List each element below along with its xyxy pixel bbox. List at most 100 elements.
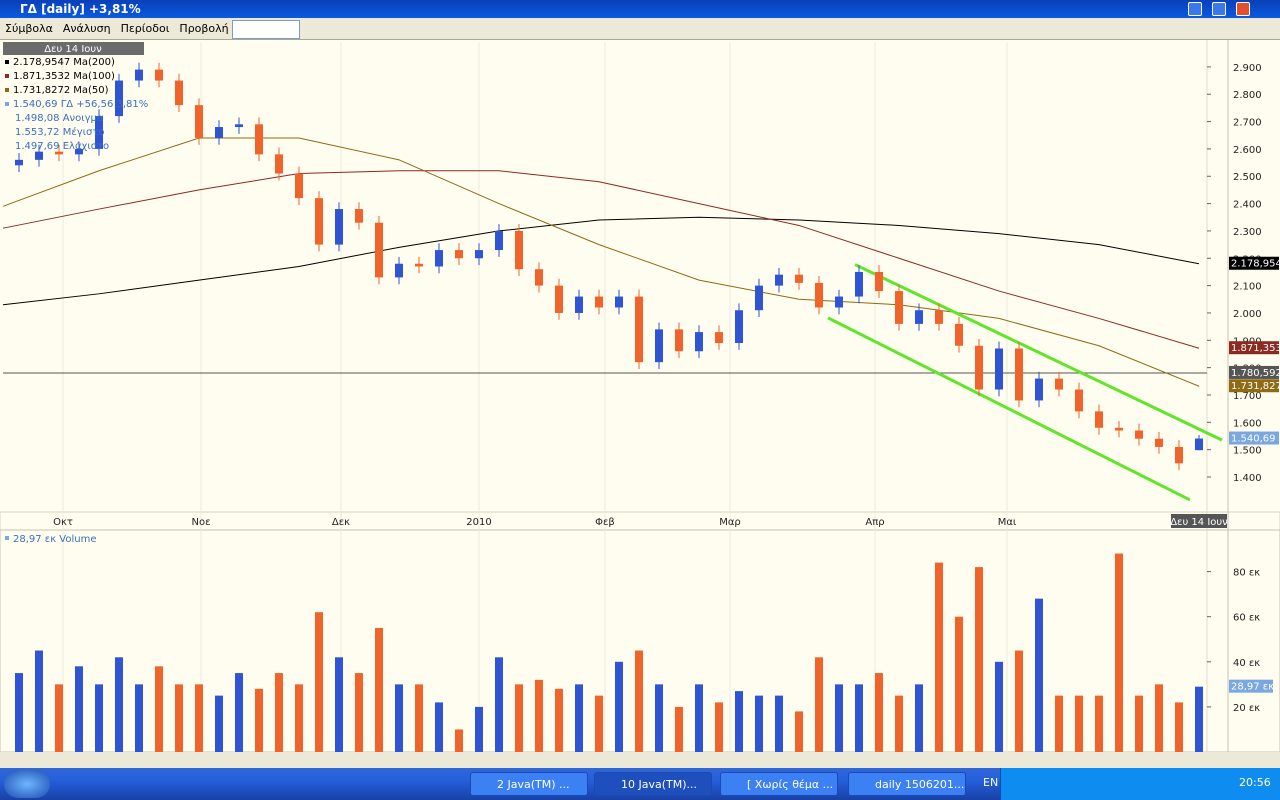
- volume-bar: [1115, 553, 1123, 752]
- volume-bar: [1175, 702, 1183, 752]
- candle-body: [675, 329, 683, 352]
- candle-body: [355, 209, 363, 223]
- close-button[interactable]: [1236, 2, 1250, 16]
- taskbar-button[interactable]: 10 Java(TM)...: [594, 772, 712, 796]
- volume-bar: [735, 691, 743, 752]
- volume-bar: [435, 702, 443, 752]
- menu-bar: Σύμβολα Ανάλυση Περίοδοι Προβολή: [0, 18, 1280, 40]
- volume-legend: 28,97 εκ Volume: [13, 534, 96, 545]
- candle-body: [1155, 438, 1163, 447]
- y-tick-label: 1.600: [1233, 418, 1262, 429]
- volume-bar: [875, 673, 883, 752]
- volume-bar: [1195, 686, 1203, 752]
- taskbar-button[interactable]: 2 Java(TM) ...: [470, 772, 588, 796]
- candle-body: [495, 230, 503, 251]
- window-title: ΓΔ [daily] +3,81%: [20, 2, 141, 16]
- candle-body: [555, 285, 563, 313]
- volume-bar: [415, 684, 423, 752]
- x-tick-label: Νοε: [191, 517, 210, 528]
- candle-body: [655, 329, 663, 363]
- volume-bar: [15, 673, 23, 752]
- y-tick-label: 2.900: [1233, 63, 1262, 74]
- volume-bar: [715, 702, 723, 752]
- volume-bar: [655, 684, 663, 752]
- menu-item[interactable]: Ανάλυση: [62, 22, 111, 35]
- volume-bar: [515, 684, 523, 752]
- candle-body: [315, 198, 323, 245]
- volume-bar: [895, 695, 903, 752]
- legend-swatch: [5, 74, 9, 78]
- candle-body: [215, 127, 223, 138]
- minimize-button[interactable]: [1188, 2, 1202, 16]
- y-tick-label: 2.400: [1233, 200, 1262, 211]
- volume-bar: [755, 695, 763, 752]
- volume-bar: [795, 711, 803, 752]
- taskbar-button[interactable]: [ Χωρίς θέμα ...: [720, 772, 838, 796]
- candle-body: [575, 296, 583, 313]
- volume-bar: [1015, 650, 1023, 752]
- candle-body: [75, 148, 83, 155]
- x-tick-label: Μαρ: [719, 517, 741, 528]
- candle-body: [915, 310, 923, 324]
- candle-body: [735, 310, 743, 344]
- candle-body: [515, 230, 523, 270]
- date-badge: [1171, 514, 1227, 528]
- title-bar: ΓΔ [daily] +3,81%: [0, 0, 1280, 18]
- volume-bar: [555, 688, 563, 752]
- candle-body: [995, 348, 1003, 390]
- y-tick-label: 2.700: [1233, 118, 1262, 129]
- candle-body: [895, 291, 903, 324]
- axis-badge: [1229, 256, 1279, 270]
- volume-bar: [1055, 695, 1063, 752]
- legend-swatch: [5, 60, 9, 64]
- legend-name: Ma(100): [73, 71, 115, 82]
- candle-body: [615, 296, 623, 308]
- candle-body: [455, 250, 463, 259]
- legend-name: Ma(50): [73, 85, 108, 96]
- candle-body: [875, 271, 883, 292]
- volume-bar: [535, 679, 543, 752]
- axis-badge: [1229, 341, 1279, 355]
- menu-item[interactable]: Προβολή: [179, 22, 229, 35]
- y-tick-label: 2.500: [1233, 172, 1262, 183]
- legend-swatch: [5, 102, 9, 106]
- volume-bar: [975, 567, 983, 752]
- volume-bar: [855, 684, 863, 752]
- y-tick-label: 1.500: [1233, 446, 1262, 457]
- maximize-button[interactable]: [1212, 2, 1226, 16]
- volume-bar: [935, 562, 943, 752]
- start-button[interactable]: [4, 770, 50, 798]
- axis-badge-label: 1.731,827: [1231, 381, 1280, 392]
- candle-body: [795, 274, 803, 283]
- volume-bar: [595, 695, 603, 752]
- menu-item[interactable]: Περίοδοι: [120, 22, 170, 35]
- clock: 20:56: [1239, 776, 1271, 789]
- axis-badge-label: 28,97 εκ: [1231, 682, 1274, 693]
- volume-bar: [815, 657, 823, 752]
- candle-body: [775, 274, 783, 286]
- system-tray: EN 20:56: [983, 768, 1280, 800]
- volume-bar: [1155, 684, 1163, 752]
- symbol-input[interactable]: [232, 20, 300, 39]
- legend-quote: 1.540,69 ΓΔ +56,56 3,81%: [13, 99, 148, 110]
- volume-bar: [335, 657, 343, 752]
- axis-badge: [1229, 379, 1279, 393]
- taskbar-button[interactable]: daily 1506201...: [848, 772, 966, 796]
- language-indicator[interactable]: EN: [983, 776, 999, 789]
- legend-name: Ma(200): [73, 57, 115, 68]
- y-tick-label: 60 εκ: [1233, 613, 1260, 624]
- volume-bar: [615, 661, 623, 752]
- axis-badge-label: 1.780,592: [1231, 368, 1280, 379]
- volume-bar: [375, 627, 383, 752]
- candle-body: [415, 263, 423, 267]
- volume-bar: [255, 688, 263, 752]
- chart-area: 1.4001.5001.6001.7001.8001.9002.0002.100…: [0, 40, 1280, 768]
- menu-item[interactable]: Σύμβολα: [5, 22, 53, 35]
- axis-badge-label: 1.871,353: [1231, 343, 1280, 354]
- legend-entry: 2.178,9547 Ma(200): [13, 57, 115, 68]
- volume-bar: [775, 695, 783, 752]
- candle-body: [55, 151, 63, 155]
- volume-bar: [995, 661, 1003, 752]
- candle-body: [155, 69, 163, 81]
- volume-bar: [115, 657, 123, 752]
